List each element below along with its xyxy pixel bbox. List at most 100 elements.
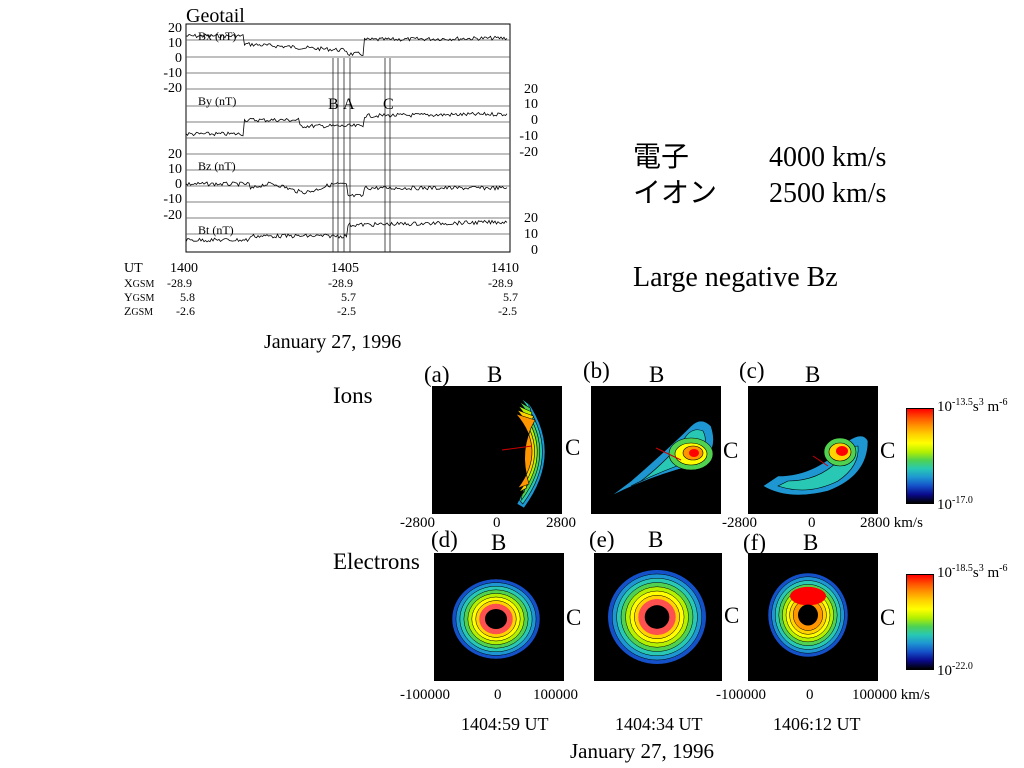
coord-x-label: XGSM [124,276,154,290]
contour [515,413,536,489]
electron-axis-unit: 100000 km/s [852,687,930,703]
panel-top-marker: B [648,527,664,552]
timeseries-trace [185,181,508,198]
tick-label: 10 [168,36,182,51]
large-negative-bz-note: Large negative Bz [633,262,838,293]
marker-label-c: C [383,96,394,113]
panel-side-marker: C [723,438,739,463]
ion-axis-unit: 2800 km/s [860,515,923,531]
ion-colorbar-max: 10-13.5s3 m-6 [937,397,1008,415]
tick-label: 20 [524,82,538,97]
ion-axis-mid-2: 0 [808,515,816,531]
ion-distribution-a [432,386,562,514]
timeseries-trace [185,219,508,243]
electron-axis-left-2: -100000 [716,687,766,703]
contour [777,445,859,491]
tick-label: -20 [519,145,538,160]
ion-colorbar [906,408,934,504]
panel-id-b: (b) [583,358,610,383]
tick-label: 0 [531,243,538,258]
panel-side-marker: C [880,605,896,630]
ion-label: イオン [633,178,718,209]
panel-top-marker: B [649,362,665,387]
ion-distribution-b [591,386,721,514]
electron-distribution-e [594,553,722,681]
distribution-plot [607,569,707,665]
tick-label: 0 [175,177,182,192]
panel-side-marker: C [880,438,896,463]
coord-value: -28.9 [488,276,513,290]
tick-label: -10 [163,192,182,207]
distributions-date: January 27, 1996 [570,739,715,763]
panel-side-marker: C [565,435,581,460]
electron-speed: 4000 km/s [769,142,887,173]
coord-value: 5.7 [341,290,356,304]
contour [836,446,848,456]
ion-speed: 2500 km/s [769,178,887,209]
coord-value: -28.9 [167,276,192,290]
panel-time-d: 1404:59 UT [461,714,549,734]
ions-row-label: Ions [333,383,373,408]
field-vector [655,447,682,461]
electron-colorbar-max: 10-18.5s3 m-6 [937,563,1008,581]
x-tick-label: 1400 [170,261,198,276]
timeseries-traces [185,33,508,243]
marker-label-b: B [328,96,339,113]
tick-label: -10 [519,129,538,144]
tick-label: 20 [524,211,538,226]
field-vector [812,455,829,467]
electrons-row-label: Electrons [333,549,420,574]
panel-top-marker: B [803,530,819,555]
contour [790,586,826,606]
panel-time-e: 1404:34 UT [615,714,703,734]
speed-row-ion: イオン 2500 km/s [633,176,886,212]
panel-id-e: (e) [589,527,615,552]
tick-label: -20 [163,208,182,223]
distribution-plot [767,572,849,658]
electron-label: 電子 [633,142,690,173]
distribution-plot [762,435,869,496]
tick-label: 10 [524,227,538,242]
distribution-plot [501,393,546,509]
panel-top-marker: B [487,362,503,387]
coord-z-label: ZGSM [124,304,153,318]
ion-colorbar-min: 10-17.0 [937,495,973,513]
panel-side-marker: C [566,605,582,630]
ion-axis-right: 2800 [546,515,576,531]
speed-table: 電子 4000 km/s イオン 2500 km/s [633,140,886,212]
panel-top-marker: B [491,530,507,555]
timeseries-trace [185,111,508,137]
timeseries-gridlines [186,39,510,235]
core [798,604,818,626]
tick-label: 20 [168,21,182,36]
panel-label-bx: Bx (nT) [198,29,236,43]
electron-colorbar-min: 10-22.0 [937,661,973,679]
contour [689,449,699,457]
tick-label: -10 [163,66,182,81]
panel-label-by: By (nT) [198,94,236,108]
panel-id-c: (c) [739,358,765,383]
event-marker-lines [332,58,391,252]
panel-top-marker: B [805,362,821,387]
timeseries-trace [185,33,508,57]
electron-distribution-d [434,553,564,681]
panel-id-a: (a) [424,362,450,387]
field-vector [501,445,533,451]
coord-value: -2.5 [337,304,356,318]
tick-label: 0 [531,113,538,128]
ion-distribution-c [748,386,878,514]
ion-axis-left: -2800 [400,515,435,531]
panel-time-f: 1406:12 UT [773,714,861,734]
electron-axis-right: 100000 [533,687,578,703]
geotail-title: Geotail [186,5,245,27]
timeseries-date: January 27, 1996 [264,331,401,353]
electron-axis-mid-2: 0 [806,687,814,703]
coord-value: -2.6 [176,304,195,318]
tick-label: -20 [163,81,182,96]
distribution-plot [451,578,541,660]
coord-value: -28.9 [328,276,353,290]
distribution-plot [610,420,714,497]
panel-label-bt: Bt (nT) [198,223,234,237]
speed-row-electron: 電子 4000 km/s [633,140,886,176]
